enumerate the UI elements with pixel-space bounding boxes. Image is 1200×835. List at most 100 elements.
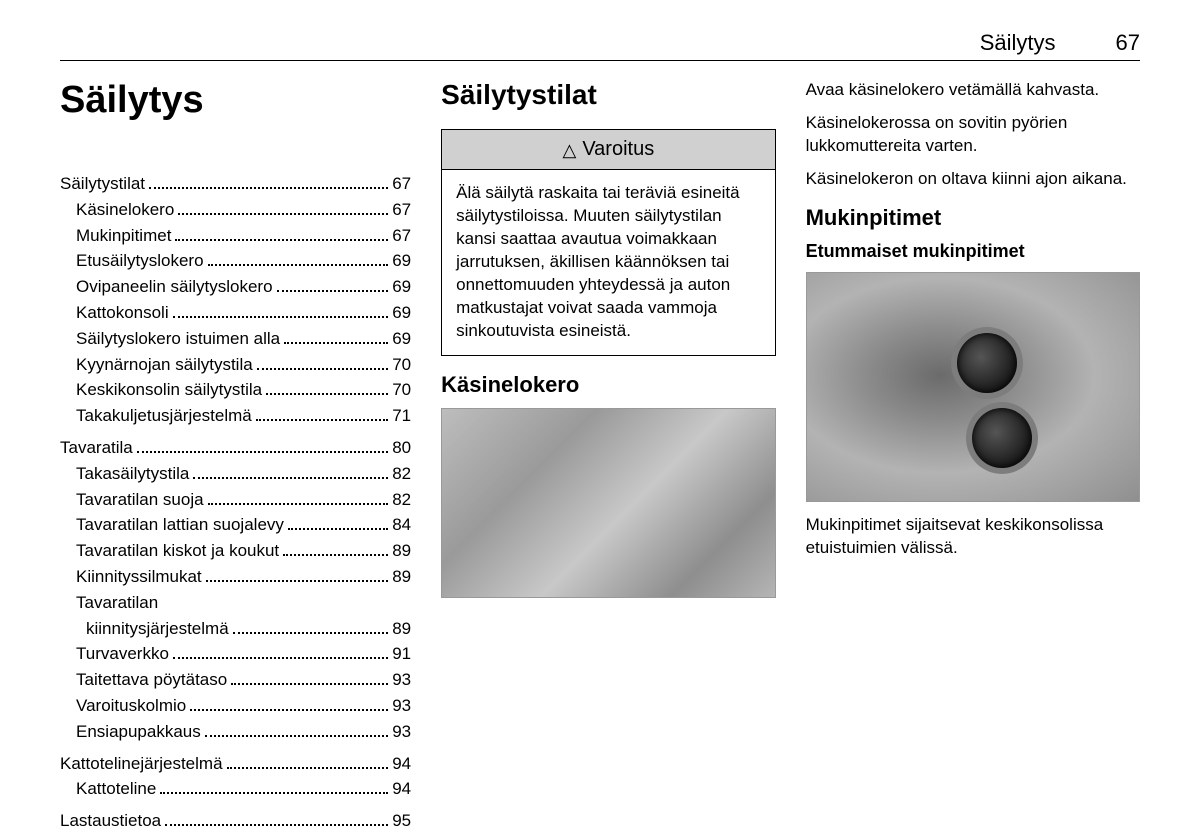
- toc-label: Mukinpitimet: [60, 224, 171, 248]
- toc-entry: Säilytystilat67: [60, 172, 411, 196]
- toc-entry: Lastaustietoa 95: [60, 809, 411, 833]
- toc-label: Käsinelokero: [60, 198, 174, 222]
- toc-leader-dots: [208, 503, 389, 505]
- toc-label: Ovipaneelin säilytyslokero: [60, 275, 273, 299]
- toc-page-number: 82: [392, 488, 411, 512]
- toc-entry: Keskikonsolin säilytystila 70: [60, 378, 411, 402]
- toc-entry: Tavaratila 80: [60, 436, 411, 460]
- cupholder-rear-icon: [972, 408, 1032, 468]
- toc-page-number: 93: [392, 720, 411, 744]
- toc-label: Tavaratila: [60, 436, 133, 460]
- toc-label: Säilytystilat: [60, 172, 145, 196]
- toc-entry: Tavaratilan suoja 82: [60, 488, 411, 512]
- toc-page-number: 80: [392, 436, 411, 460]
- warning-title: Varoitus: [582, 138, 654, 161]
- toc-entry: Varoituskolmio 93: [60, 694, 411, 718]
- toc-label: Keskikonsolin säilytystila: [60, 378, 262, 402]
- toc-label: Tavaratilan: [60, 591, 158, 615]
- toc-label: Tavaratilan suoja: [60, 488, 204, 512]
- column-storage: Säilytystilat △ Varoitus Älä säilytä ras…: [441, 79, 775, 835]
- toc-page-number: 93: [392, 668, 411, 692]
- toc-page-number: 69: [392, 275, 411, 299]
- toc-leader-dots: [193, 477, 388, 479]
- toc-label: Kyynärnojan säilytystila: [60, 353, 253, 377]
- toc-leader-dots: [175, 239, 388, 241]
- toc-leader-dots: [233, 632, 389, 634]
- toc-page-number: 89: [392, 539, 411, 563]
- toc-entry: Tavaratilan kiskot ja koukut 89: [60, 539, 411, 563]
- warning-triangle-icon: △: [562, 141, 576, 159]
- toc-label: Lastaustietoa: [60, 809, 161, 833]
- toc-page-number: 95: [392, 809, 411, 833]
- toc-page-number: 94: [392, 777, 411, 801]
- toc-label: Kattoteline: [60, 777, 156, 801]
- content-columns: Säilytys Säilytystilat67Käsinelokero67Mu…: [60, 79, 1140, 835]
- cupholder-front-icon: [957, 333, 1017, 393]
- toc-leader-dots: [205, 735, 388, 737]
- toc-leader-dots: [137, 451, 388, 453]
- toc-leader-dots: [190, 709, 388, 711]
- toc-page-number: 67: [392, 198, 411, 222]
- toc-entry: kiinnitysjärjestelmä 89: [60, 617, 411, 641]
- toc-leader-dots: [178, 213, 388, 215]
- toc-label: Tavaratilan kiskot ja koukut: [60, 539, 279, 563]
- toc-entry: Käsinelokero 67: [60, 198, 411, 222]
- toc-entry: Ensiapupakkaus 93: [60, 720, 411, 744]
- toc-label: Säilytyslokero istuimen alla: [60, 327, 280, 351]
- cupholders-location-text: Mukinpitimet sijaitsevat keskikonsolissa…: [806, 514, 1140, 560]
- toc-entry: Kyynärnojan säilytystila 70: [60, 353, 411, 377]
- toc-page-number: 91: [392, 642, 411, 666]
- toc-leader-dots: [284, 342, 388, 344]
- toc-page-number: 69: [392, 327, 411, 351]
- toc-entry: Säilytyslokero istuimen alla 69: [60, 327, 411, 351]
- toc-label: kiinnitysjärjestelmä: [60, 617, 229, 641]
- toc-leader-dots: [227, 767, 389, 769]
- toc-label: Kattokonsoli: [60, 301, 169, 325]
- toc-page-number: 67: [392, 224, 411, 248]
- subsection-glovebox: Käsinelokero: [441, 372, 775, 398]
- toc-label: Turvaverkko: [60, 642, 169, 666]
- toc-page-number: 69: [392, 301, 411, 325]
- toc-leader-dots: [208, 264, 389, 266]
- toc-leader-dots: [173, 316, 389, 318]
- header-page-number: 67: [1116, 30, 1140, 56]
- column-cupholders: Avaa käsinelokero vetämällä kahvasta. Kä…: [806, 79, 1140, 835]
- toc-label: Taitettava pöytätaso: [60, 668, 227, 692]
- subsection-cupholders: Mukinpitimet: [806, 205, 1140, 231]
- toc-page-number: 89: [392, 617, 411, 641]
- toc-leader-dots: [160, 792, 388, 794]
- toc-label: Kattotelinejärjestelmä: [60, 752, 223, 776]
- toc-page-number: 93: [392, 694, 411, 718]
- toc-page-number: 70: [392, 353, 411, 377]
- toc-leader-dots: [231, 683, 388, 685]
- column-toc: Säilytys Säilytystilat67Käsinelokero67Mu…: [60, 79, 411, 835]
- toc-leader-dots: [173, 657, 388, 659]
- toc-page-number: 70: [392, 378, 411, 402]
- warning-header: △ Varoitus: [442, 130, 774, 170]
- toc-page-number: 89: [392, 565, 411, 589]
- section-title-storage: Säilytystilat: [441, 79, 775, 111]
- toc-entry: Etusäilytyslokero69: [60, 249, 411, 273]
- toc-leader-dots: [283, 554, 388, 556]
- table-of-contents: Säilytystilat67Käsinelokero67Mukinpitime…: [60, 172, 411, 833]
- glovebox-closed-text: Käsinelokeron on oltava kiinni ajon aika…: [806, 168, 1140, 191]
- toc-label: Takasäilytystila: [60, 462, 189, 486]
- toc-label: Ensiapupakkaus: [60, 720, 201, 744]
- toc-label: Tavaratilan lattian suojalevy: [60, 513, 284, 537]
- toc-entry: Ovipaneelin säilytyslokero 69: [60, 275, 411, 299]
- toc-entry: Tavaratilan: [60, 591, 411, 615]
- toc-page-number: 69: [392, 249, 411, 273]
- warning-box: △ Varoitus Älä säilytä raskaita tai terä…: [441, 129, 775, 356]
- toc-entry: Tavaratilan lattian suojalevy84: [60, 513, 411, 537]
- toc-entry: Takakuljetusjärjestelmä71: [60, 404, 411, 428]
- toc-entry: Taitettava pöytätaso 93: [60, 668, 411, 692]
- header-title: Säilytys: [980, 30, 1056, 56]
- toc-page-number: 94: [392, 752, 411, 776]
- glovebox-adapter-text: Käsinelokerossa on sovitin pyörien lukko…: [806, 112, 1140, 158]
- toc-leader-dots: [206, 580, 389, 582]
- toc-label: Varoituskolmio: [60, 694, 186, 718]
- toc-leader-dots: [266, 393, 388, 395]
- toc-entry: Takasäilytystila82: [60, 462, 411, 486]
- toc-entry: Kattoteline 94: [60, 777, 411, 801]
- toc-label: Kiinnityssilmukat: [60, 565, 202, 589]
